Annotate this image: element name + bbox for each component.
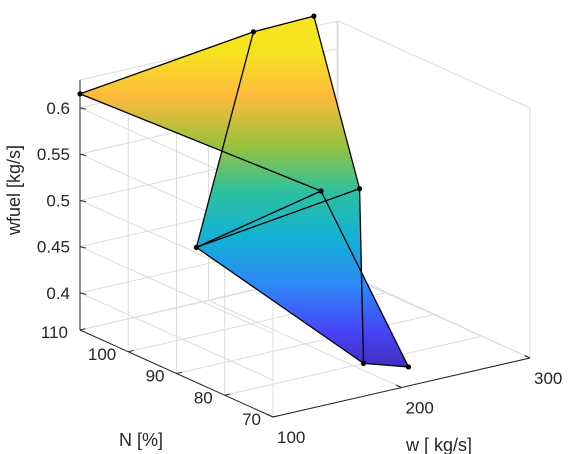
- z-axis-label: wfuel [kg/s]: [4, 145, 24, 236]
- z-tick-label-0: 0.4: [46, 284, 70, 303]
- x-tick-1: [395, 384, 402, 388]
- z-tick-1: [79, 246, 87, 249]
- z-tick-label-2: 0.5: [46, 191, 70, 210]
- y-tick-1: [224, 393, 231, 396]
- y-axis-label: N [%]: [119, 430, 163, 450]
- data-point-3: [318, 188, 324, 194]
- y-tick-label-1: 80: [194, 388, 213, 407]
- z-tick-label-1: 0.45: [37, 238, 70, 257]
- y-tick-4: [79, 328, 86, 331]
- data-point-0: [360, 360, 367, 366]
- mesh-col-edge-0: [320, 190, 410, 368]
- z-tick-label-4: 0.6: [46, 99, 70, 118]
- z-tick-2: [79, 199, 87, 203]
- tick-labels: 0.4 0.45 0.5 0.55 0.6 70 80 90 100 110 100 200 300: [37, 99, 562, 447]
- x-tick-0: [267, 414, 274, 418]
- z-tick-label-3: 0.55: [37, 145, 70, 164]
- tick-marks: [79, 107, 531, 418]
- surface-vertices: [77, 13, 412, 370]
- y-tick-0: [272, 415, 279, 418]
- y-tick-label-3: 100: [88, 345, 116, 364]
- z-tick-4: [79, 107, 87, 110]
- data-point-6: [250, 29, 257, 35]
- mesh-col-edge-3: [79, 93, 322, 192]
- z-tick-3: [79, 153, 87, 156]
- data-point-2: [193, 244, 199, 250]
- y-tick-label-4: 110: [41, 323, 68, 342]
- x-tick-label-0: 100: [277, 428, 305, 447]
- data-point-4: [356, 186, 363, 192]
- mesh-col-edge-1: [196, 246, 364, 364]
- mesh-row-edge-0: [363, 362, 409, 368]
- y-tick-label-0: 70: [242, 410, 261, 429]
- x-tick-2: [524, 355, 531, 359]
- surface-patch-1: [196, 188, 364, 364]
- y-tick-label-2: 90: [146, 367, 165, 386]
- y-tick-3: [128, 349, 134, 353]
- mesh-col-edge-4: [195, 31, 255, 248]
- x-tick-label-2: 300: [534, 369, 562, 388]
- x-tick-label-1: 200: [406, 399, 434, 418]
- y-tick-2: [176, 371, 183, 374]
- mesh-col-edge-2: [358, 188, 365, 364]
- data-point-5: [77, 91, 83, 97]
- x-axis-label: w [ kg/s]: [405, 435, 472, 454]
- data-point-1: [405, 364, 412, 370]
- mesh-col-edge-5: [313, 15, 361, 189]
- data-point-7: [311, 13, 317, 19]
- z-tick-0: [79, 292, 87, 295]
